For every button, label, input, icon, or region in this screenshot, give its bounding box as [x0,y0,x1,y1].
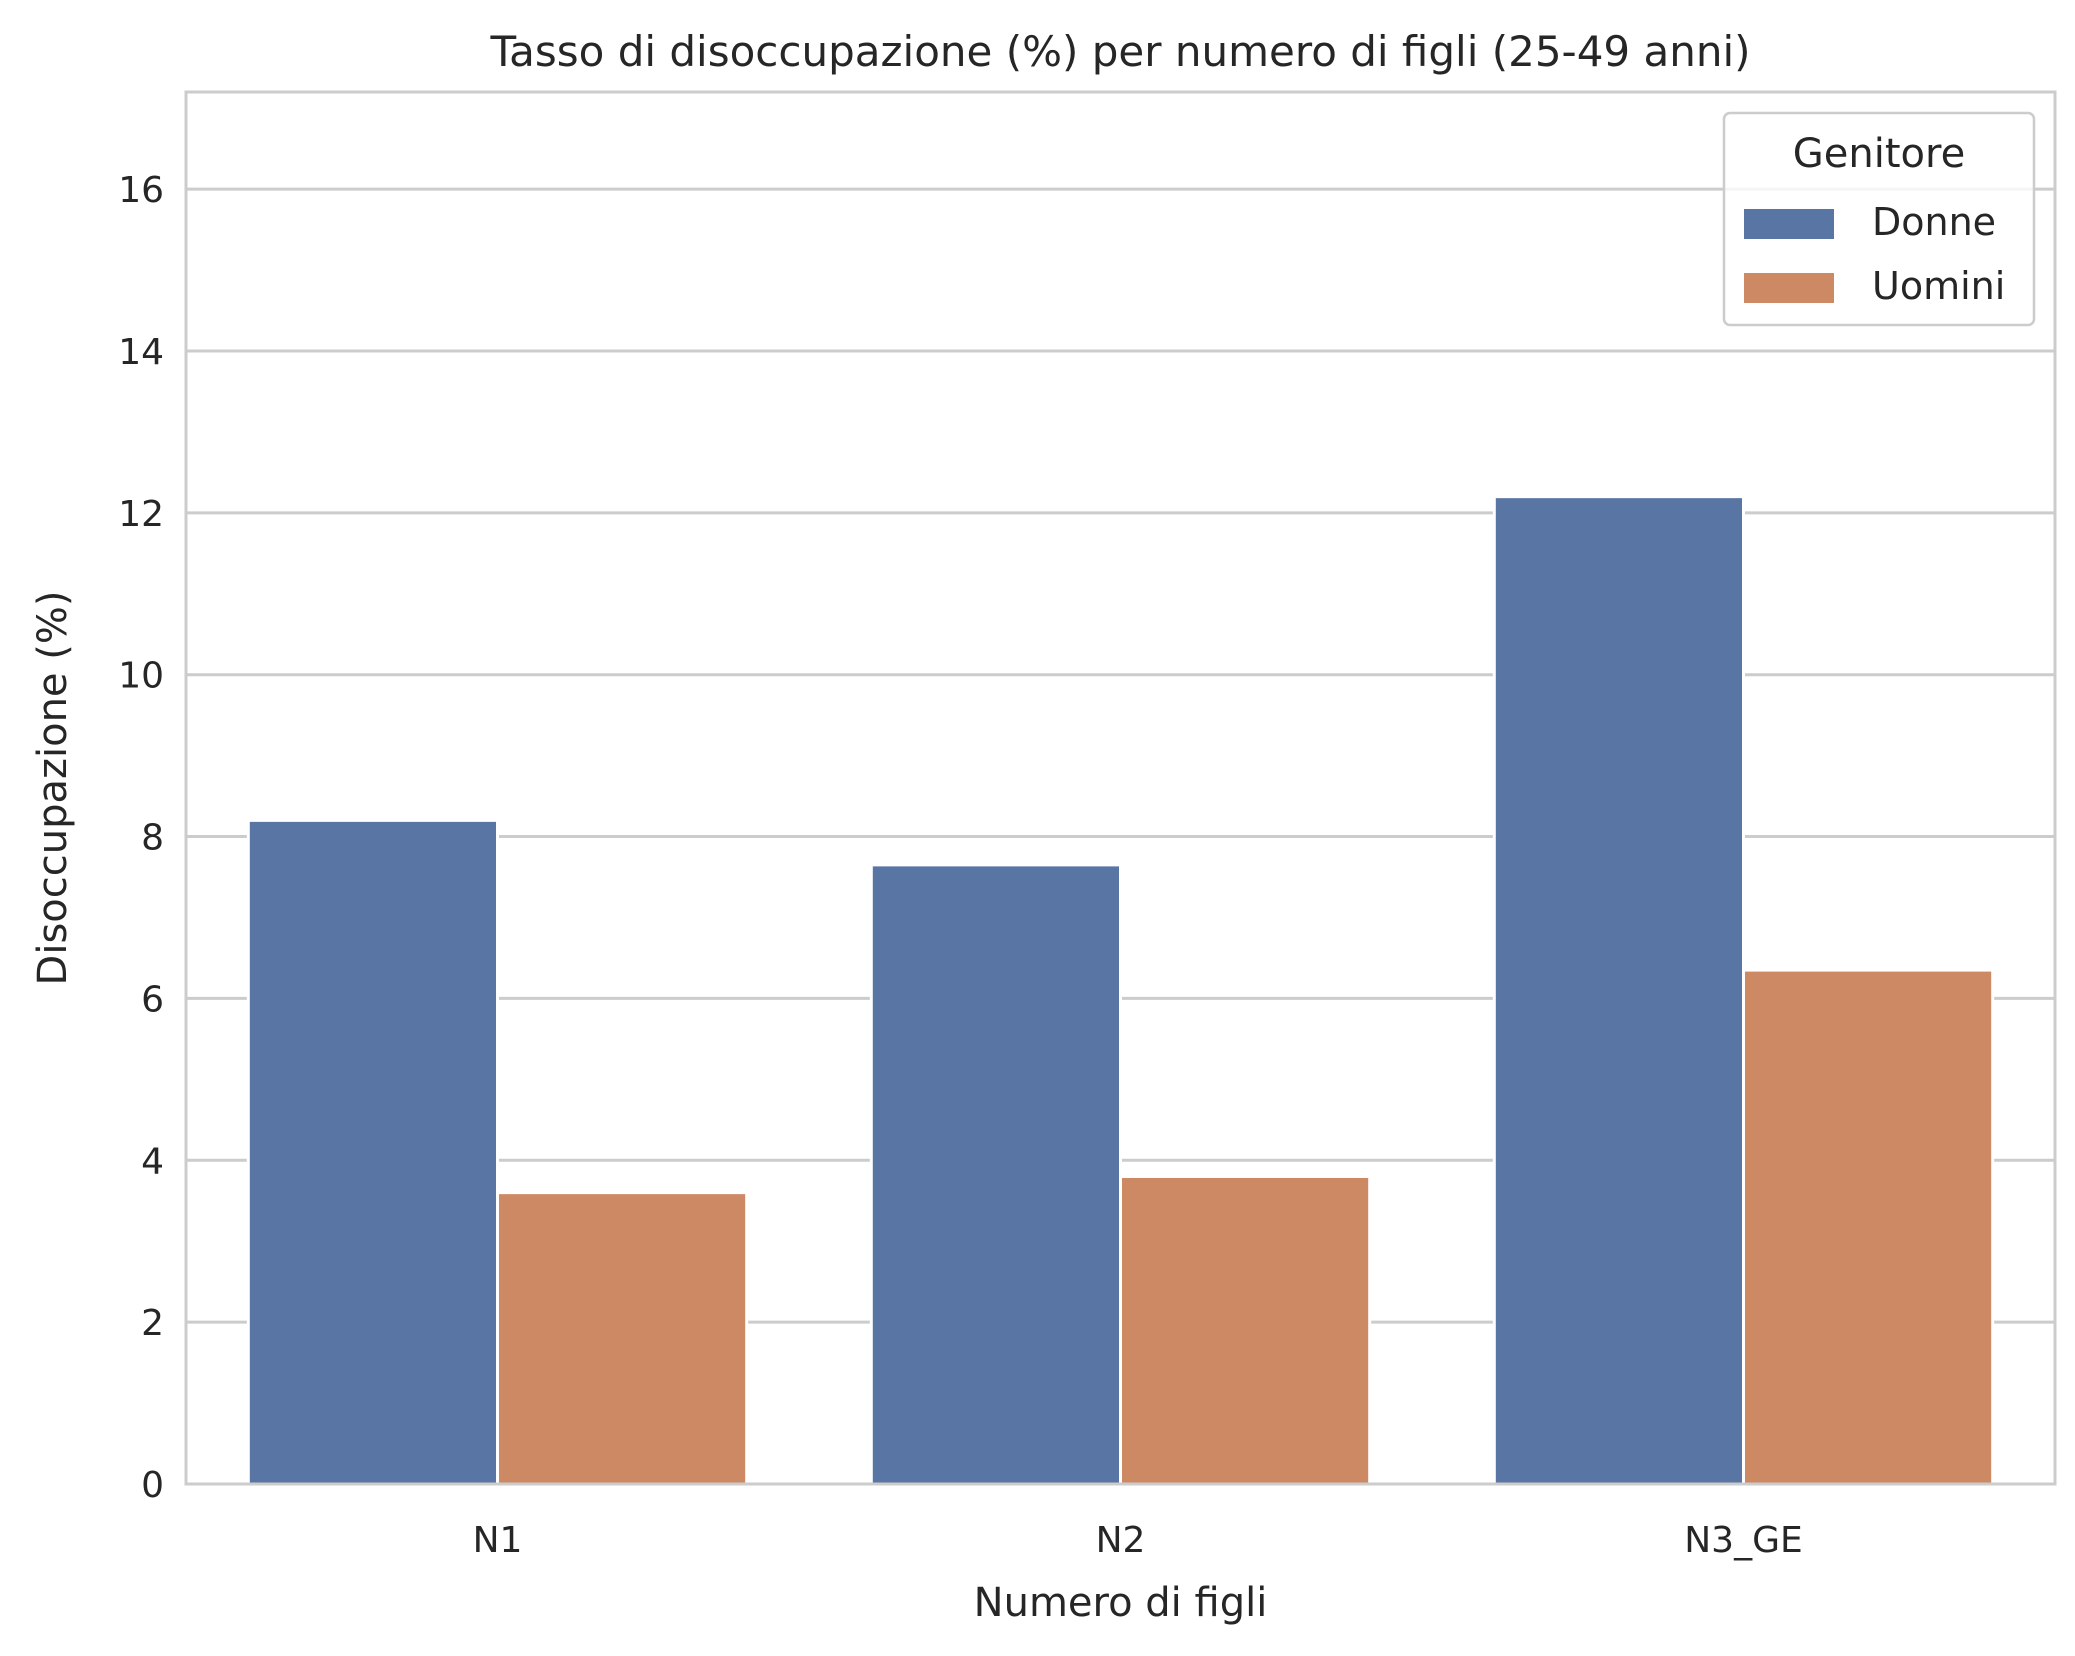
y-tick-label: 4 [141,1141,164,1182]
x-tick-labels: N1 N2 N3_GE [473,1520,1803,1561]
bar-uomini-n3_ge [1742,968,1995,1486]
y-tick-label: 10 [118,656,164,697]
legend-box [1722,111,2036,327]
x-tick-label: N2 [1096,1520,1146,1561]
legend-label-uomini: Uomini [1872,264,2005,308]
y-tick-label: 12 [118,494,164,535]
bar-donne-n1 [246,818,499,1486]
y-tick-label: 0 [141,1465,164,1506]
legend-items: Donne Uomini [1744,200,2005,308]
bar-donne-n3_ge [1492,495,1746,1486]
legend: Genitore Donne Uomini [1722,111,2036,327]
y-tick-label: 16 [118,170,164,211]
plot-frame [184,90,2057,1486]
bar-uomini-n2 [1119,1174,1372,1486]
y-tick-label: 2 [141,1303,164,1344]
y-tick-label: 8 [141,818,164,859]
x-axis-label: Numero di figli [974,1580,1268,1626]
y-tick-label: 6 [141,979,164,1020]
y-axis-label: Disoccupazione (%) [30,591,76,986]
legend-title: Genitore [1793,131,1965,177]
x-tick-label: N3_GE [1684,1520,1802,1561]
y-tick-label: 14 [118,332,164,373]
legend-label-donne: Donne [1872,200,1996,244]
y-tick-labels: 0 2 4 6 8 10 12 14 16 [118,170,164,1506]
legend-swatch-uomini [1744,273,1834,303]
bars [246,495,1995,1486]
x-tick-label: N1 [473,1520,523,1561]
chart-title: Tasso di disoccupazione (%) per numero d… [489,27,1750,76]
bar-donne-n2 [869,863,1122,1486]
bar-uomini-n1 [496,1191,749,1486]
legend-swatch-donne [1744,209,1834,239]
